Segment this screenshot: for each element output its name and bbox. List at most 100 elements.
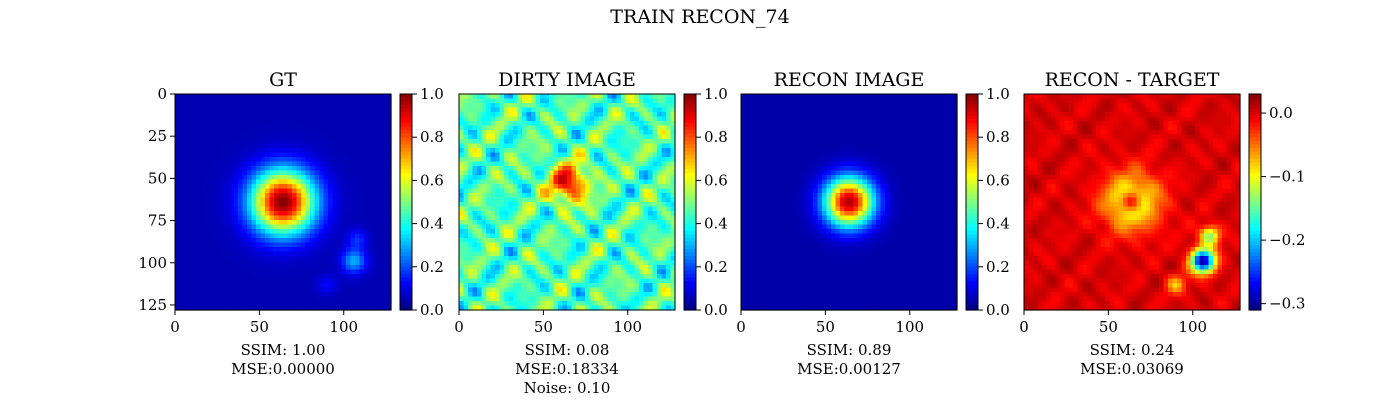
heatmap-cell xyxy=(562,274,568,280)
heatmap-cell xyxy=(661,206,667,212)
heatmap-cell xyxy=(526,103,532,109)
heatmap-cell xyxy=(278,139,284,145)
heatmap-cell xyxy=(247,251,253,257)
heatmap-cell xyxy=(585,103,591,109)
heatmap-cell xyxy=(337,161,343,167)
heatmap-cell xyxy=(184,184,190,190)
heatmap-cell xyxy=(197,184,203,190)
heatmap-cell xyxy=(571,256,577,262)
heatmap-cell xyxy=(948,103,954,109)
heatmap-cell xyxy=(287,202,293,208)
heatmap-cell xyxy=(666,166,672,172)
heatmap-cell xyxy=(319,274,325,280)
heatmap-cell xyxy=(517,193,523,199)
heatmap-cell xyxy=(643,179,649,185)
heatmap-cell xyxy=(495,301,501,307)
heatmap-cell xyxy=(630,211,636,217)
colorbar-segment xyxy=(400,115,412,120)
heatmap-cell xyxy=(571,139,577,145)
heatmap-cell xyxy=(319,292,325,298)
heatmap-cell xyxy=(472,283,478,289)
heatmap-cell xyxy=(495,242,501,248)
heatmap-cell xyxy=(328,233,334,239)
heatmap-cell xyxy=(495,139,501,145)
heatmap-cell xyxy=(175,305,181,311)
heatmap-cell xyxy=(238,193,244,199)
heatmap-cell xyxy=(238,247,244,253)
heatmap-cell xyxy=(382,94,388,100)
heatmap-cell xyxy=(535,238,541,244)
heatmap-cell xyxy=(269,278,275,284)
heatmap-cell xyxy=(229,193,235,199)
heatmap-cell xyxy=(562,301,568,307)
heatmap-cell xyxy=(332,242,338,248)
heatmap-cell xyxy=(477,220,483,226)
heatmap-cell xyxy=(535,265,541,271)
heatmap-cell xyxy=(535,166,541,172)
heatmap-cell xyxy=(332,197,338,203)
heatmap-cell xyxy=(310,121,316,127)
heatmap-cell xyxy=(666,179,672,185)
heatmap-cell xyxy=(477,296,483,302)
heatmap-cell xyxy=(657,152,663,158)
heatmap-cell xyxy=(319,269,325,275)
heatmap-cell xyxy=(634,112,640,118)
heatmap-cell xyxy=(179,139,185,145)
heatmap-cell xyxy=(603,224,609,230)
heatmap-cell xyxy=(666,112,672,118)
colorbar-segment xyxy=(400,284,412,289)
heatmap-cell xyxy=(382,121,388,127)
heatmap-cell xyxy=(576,107,582,113)
heatmap-cell xyxy=(562,283,568,289)
heatmap-cell xyxy=(242,125,248,131)
heatmap-cell xyxy=(341,166,347,172)
heatmap-cell xyxy=(463,247,469,253)
heatmap-cell xyxy=(211,121,217,127)
heatmap-cell xyxy=(368,274,374,280)
colorbar-segment xyxy=(684,202,696,207)
heatmap-cell xyxy=(804,103,810,109)
heatmap-cell xyxy=(589,103,595,109)
heatmap-cell xyxy=(206,278,212,284)
heatmap-cell xyxy=(373,206,379,212)
heatmap-cell xyxy=(292,125,298,131)
heatmap-cell xyxy=(571,211,577,217)
heatmap-cell xyxy=(319,103,325,109)
heatmap-cell xyxy=(504,238,510,244)
heatmap-cell xyxy=(193,125,199,131)
heatmap-cell xyxy=(817,94,823,100)
heatmap-cell xyxy=(517,179,523,185)
heatmap-cell xyxy=(670,242,676,248)
heatmap-cell xyxy=(858,103,864,109)
heatmap-cell xyxy=(558,139,564,145)
heatmap-cell xyxy=(175,256,181,262)
heatmap-cell xyxy=(269,179,275,185)
heatmap-cell xyxy=(301,121,307,127)
heatmap-cell xyxy=(585,139,591,145)
heatmap-cell xyxy=(643,184,649,190)
heatmap-cell xyxy=(612,94,618,100)
heatmap-cell xyxy=(355,161,361,167)
heatmap-cell xyxy=(373,215,379,221)
heatmap-cell xyxy=(594,170,600,176)
heatmap-cell xyxy=(648,166,654,172)
heatmap-cell xyxy=(643,130,649,136)
heatmap-cell xyxy=(831,103,837,109)
heatmap-cell xyxy=(224,287,230,293)
heatmap-cell xyxy=(495,296,501,302)
heatmap-cell xyxy=(576,296,582,302)
heatmap-cell xyxy=(175,125,181,131)
heatmap-cell xyxy=(634,242,640,248)
heatmap-cell xyxy=(368,125,374,131)
heatmap-cell xyxy=(594,238,600,244)
heatmap-cell xyxy=(652,161,658,167)
heatmap-cell xyxy=(238,170,244,176)
heatmap-cell xyxy=(197,220,203,226)
heatmap-cell xyxy=(265,242,271,248)
heatmap-cell xyxy=(666,242,672,248)
heatmap-cell xyxy=(472,256,478,262)
heatmap-cell xyxy=(612,107,618,113)
heatmap-cell xyxy=(490,292,496,298)
heatmap-cell xyxy=(260,170,266,176)
heatmap-cell xyxy=(576,278,582,284)
